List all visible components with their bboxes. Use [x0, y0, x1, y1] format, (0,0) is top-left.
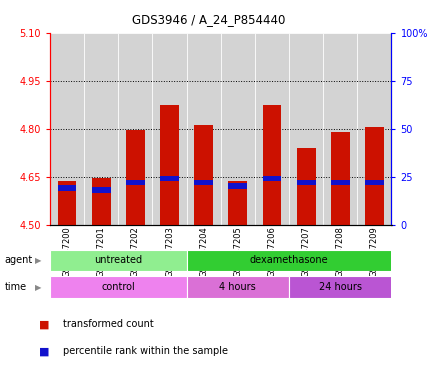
Bar	[186, 250, 391, 271]
Bar	[262, 176, 281, 182]
Bar	[50, 33, 84, 225]
Bar	[194, 126, 213, 225]
Bar	[289, 276, 391, 298]
Text: ▶: ▶	[35, 283, 41, 291]
Bar	[160, 176, 178, 182]
Bar	[186, 276, 289, 298]
Bar	[126, 130, 145, 225]
Text: ▶: ▶	[35, 256, 41, 265]
Bar	[262, 105, 281, 225]
Bar	[330, 132, 349, 225]
Text: time: time	[4, 282, 26, 292]
Bar	[84, 33, 118, 225]
Bar	[254, 33, 289, 225]
Bar	[92, 187, 110, 193]
Bar	[296, 148, 315, 225]
Bar	[357, 33, 391, 225]
Bar	[126, 180, 145, 185]
Text: GDS3946 / A_24_P854440: GDS3946 / A_24_P854440	[132, 13, 285, 26]
Text: agent: agent	[4, 255, 33, 265]
Text: ■: ■	[39, 319, 49, 329]
Bar	[92, 178, 110, 225]
Bar	[118, 33, 152, 225]
Bar	[296, 180, 315, 185]
Bar	[220, 33, 254, 225]
Text: ■: ■	[39, 346, 49, 356]
Text: percentile rank within the sample: percentile rank within the sample	[63, 346, 227, 356]
Text: 24 hours: 24 hours	[318, 282, 361, 292]
Bar	[58, 182, 76, 225]
Text: dexamethasone: dexamethasone	[249, 255, 328, 265]
Bar	[58, 185, 76, 191]
Bar	[50, 250, 186, 271]
Bar	[364, 180, 383, 185]
Bar	[322, 33, 357, 225]
Bar	[194, 180, 213, 185]
Text: control: control	[101, 282, 135, 292]
Bar	[152, 33, 186, 225]
Text: untreated: untreated	[94, 255, 142, 265]
Bar	[228, 182, 247, 225]
Bar	[50, 276, 186, 298]
Text: transformed count: transformed count	[63, 319, 154, 329]
Bar	[186, 33, 220, 225]
Bar	[228, 184, 247, 189]
Bar	[289, 33, 322, 225]
Bar	[364, 127, 383, 225]
Bar	[330, 180, 349, 185]
Bar	[160, 105, 178, 225]
Text: 4 hours: 4 hours	[219, 282, 256, 292]
